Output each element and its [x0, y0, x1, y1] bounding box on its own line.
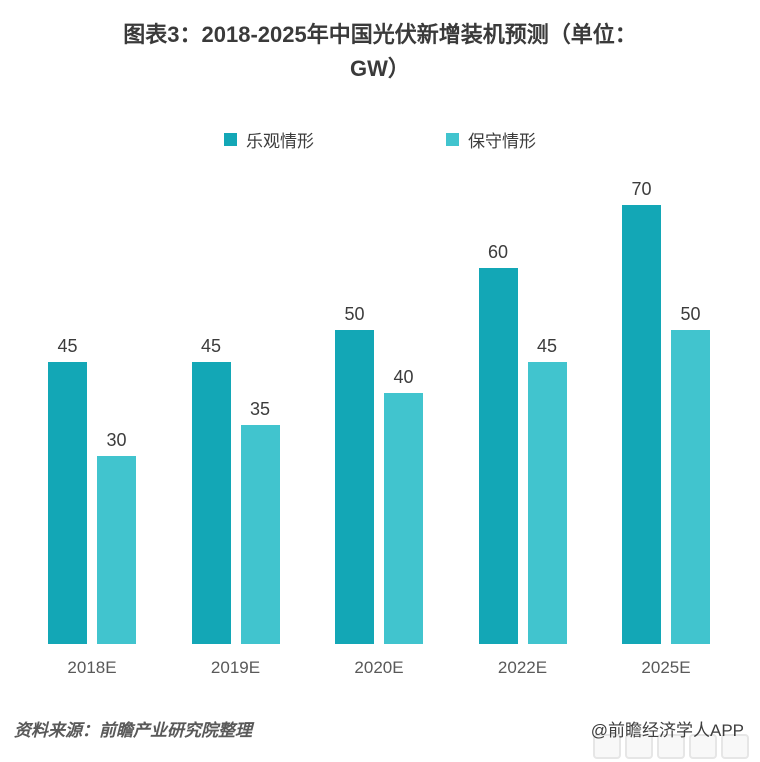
bar-value-label: 45	[57, 336, 78, 356]
bar-wrap: 45	[48, 337, 87, 644]
bar-pair-2020E: 50 40	[335, 170, 423, 644]
bar-保守情形-2020E	[384, 393, 423, 644]
bar-value-label: 45	[536, 336, 558, 356]
bar-value-label: 50	[680, 304, 701, 324]
source-note: 资料来源：前瞻产业研究院整理	[14, 721, 252, 740]
legend-item-conservative: 保守情形	[446, 127, 536, 152]
legend-swatch-conservative-icon	[446, 133, 459, 146]
bar-wrap: 45	[527, 336, 567, 644]
credit-note: @前瞻经济学人APP	[590, 721, 744, 740]
bar-value-label: 50	[344, 304, 365, 324]
x-axis-label-2019E: 2019E	[210, 658, 261, 677]
bar-wrap: 45	[191, 336, 231, 644]
bar-group-2022E: 60 45 2022E	[478, 170, 567, 677]
bar-pair-2018E: 45 30	[48, 170, 136, 644]
bar-chart: 45 30 2018E 45 35 2019E 50 40 2020E 60 45 2022E 70 50…	[0, 170, 760, 676]
legend-label-optimistic: 乐观情形	[246, 132, 314, 151]
bar-wrap: 30	[97, 431, 136, 644]
bar-groups: 45 30 2018E 45 35 2019E 50 40 2020E 60 45 2022E 70 50…	[0, 170, 760, 676]
bar-value-label: 70	[631, 179, 652, 199]
bar-乐观情形-2022E	[478, 268, 518, 644]
bar-value-label: 60	[487, 242, 509, 262]
bar-value-label: 40	[393, 367, 414, 387]
bar-乐观情形-2019E	[191, 362, 231, 644]
chart-title-line2: GW）	[350, 56, 410, 82]
bar-wrap: 70	[622, 180, 661, 644]
bar-乐观情形-2018E	[48, 362, 87, 644]
bar-wrap: 50	[335, 305, 374, 644]
bar-乐观情形-2020E	[335, 330, 374, 644]
x-axis-label-2020E: 2020E	[354, 658, 404, 677]
x-axis-label-2018E: 2018E	[67, 658, 117, 677]
chart-title: 图表3：2018-2025年中国光伏新增装机预测（单位： GW）	[60, 18, 700, 86]
bar-value-label: 45	[200, 336, 222, 356]
bar-保守情形-2019E	[240, 425, 280, 644]
legend-swatch-optimistic-icon	[224, 133, 237, 146]
bar-value-label: 35	[249, 399, 271, 419]
bar-value-label: 30	[106, 430, 127, 450]
bar-wrap: 60	[478, 242, 518, 644]
x-axis-label-2022E: 2022E	[497, 658, 548, 677]
bar-pair-2019E: 45 35	[191, 170, 280, 644]
chart-legend: 乐观情形 保守情形	[0, 127, 760, 152]
chart-title-line1: 图表3：2018-2025年中国光伏新增装机预测（单位：	[123, 22, 637, 47]
legend-item-optimistic: 乐观情形	[224, 127, 314, 152]
bar-pair-2025E: 70 50	[622, 170, 710, 644]
legend-label-conservative: 保守情形	[468, 132, 536, 151]
bar-group-2020E: 50 40 2020E	[335, 170, 423, 676]
bar-group-2019E: 45 35 2019E	[191, 170, 280, 677]
watermark-icon	[593, 734, 749, 759]
bar-pair-2022E: 60 45	[478, 170, 567, 644]
bar-wrap: 35	[240, 399, 280, 644]
bar-wrap: 40	[384, 368, 423, 644]
bar-group-2025E: 70 50 2025E	[622, 170, 710, 676]
bar-保守情形-2022E	[527, 362, 567, 644]
bar-乐观情形-2025E	[622, 205, 661, 644]
bar-保守情形-2025E	[671, 330, 710, 644]
x-axis-label-2025E: 2025E	[641, 658, 691, 677]
bar-保守情形-2018E	[97, 456, 136, 644]
bar-wrap: 50	[671, 305, 710, 644]
bar-group-2018E: 45 30 2018E	[48, 170, 136, 676]
